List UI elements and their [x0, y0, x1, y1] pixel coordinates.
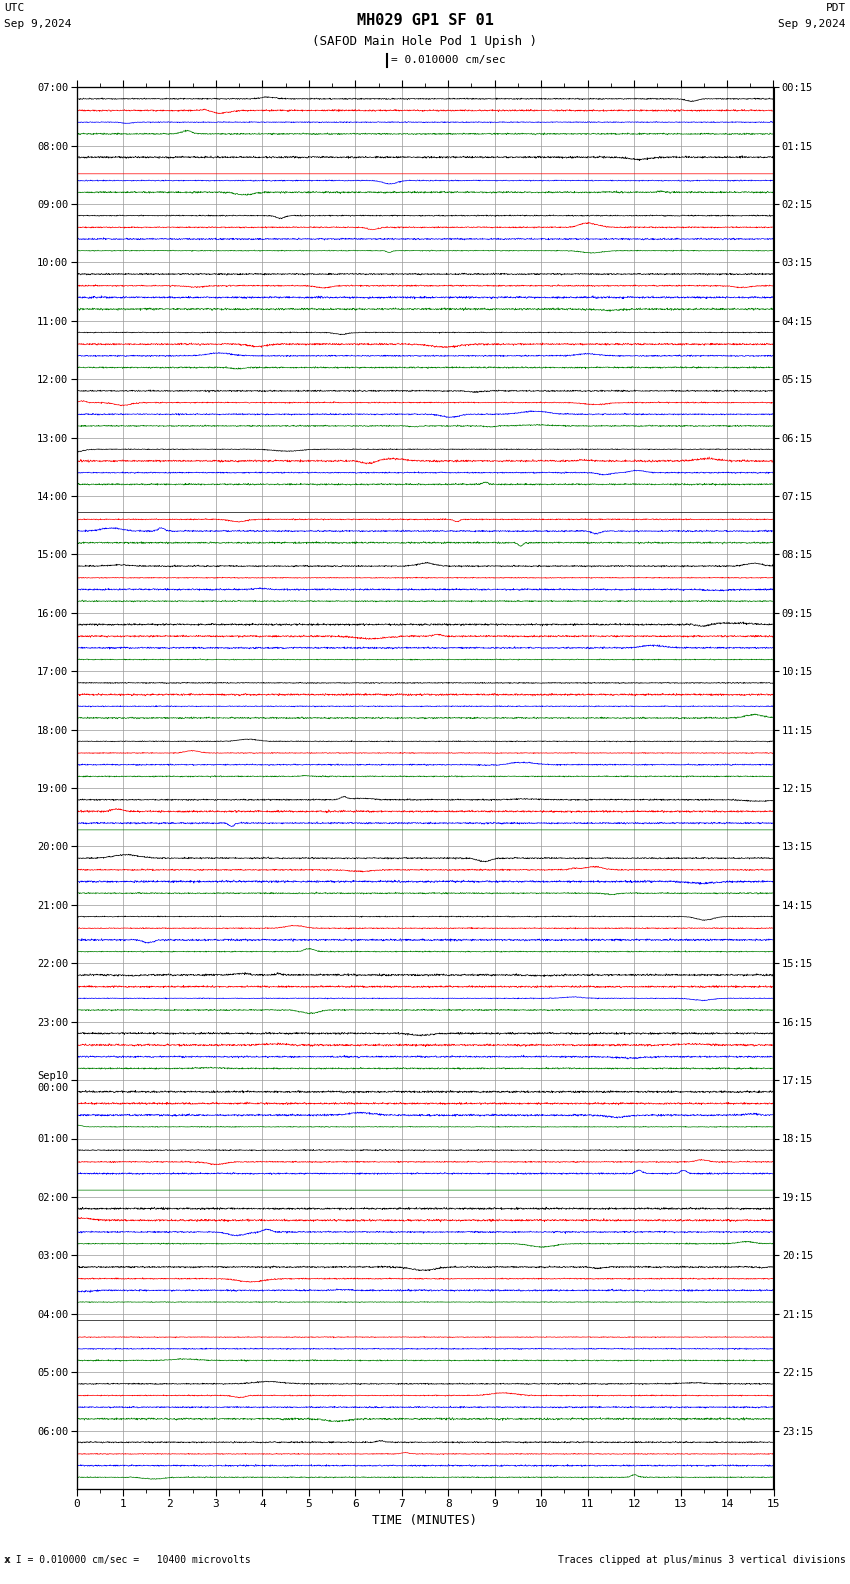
Text: = 0.010000 cm/sec: = 0.010000 cm/sec: [391, 55, 506, 65]
Text: Sep 9,2024: Sep 9,2024: [4, 19, 71, 29]
Text: Sep 9,2024: Sep 9,2024: [779, 19, 846, 29]
Text: PDT: PDT: [825, 3, 846, 13]
Text: x I = 0.010000 cm/sec =   10400 microvolts: x I = 0.010000 cm/sec = 10400 microvolts: [4, 1555, 251, 1565]
Text: MH029 GP1 SF 01: MH029 GP1 SF 01: [356, 13, 494, 27]
Text: x: x: [4, 1555, 10, 1565]
Text: (SAFOD Main Hole Pod 1 Upish ): (SAFOD Main Hole Pod 1 Upish ): [313, 35, 537, 48]
Text: Traces clipped at plus/minus 3 vertical divisions: Traces clipped at plus/minus 3 vertical …: [558, 1555, 846, 1565]
Text: UTC: UTC: [4, 3, 25, 13]
X-axis label: TIME (MINUTES): TIME (MINUTES): [372, 1514, 478, 1527]
